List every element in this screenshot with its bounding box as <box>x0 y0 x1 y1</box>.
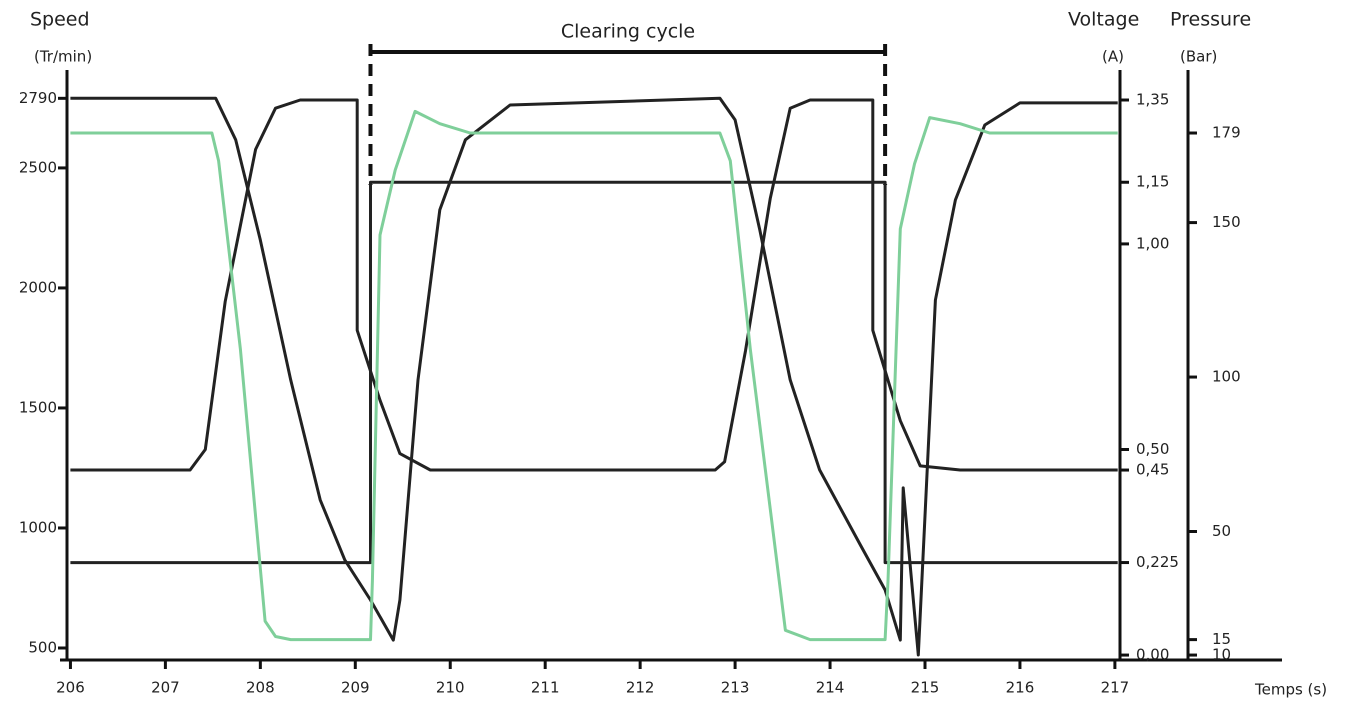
x-tick-label: 210 <box>436 679 465 697</box>
x-tick-label: 215 <box>911 679 940 697</box>
y-tick-label: 1,00 <box>1136 234 1169 252</box>
y-tick-label: 0,00 <box>1136 646 1169 664</box>
y3-axis-title: Pressure <box>1170 9 1251 31</box>
y-axis-title: Speed <box>30 9 90 31</box>
y-tick-label: 2790 <box>19 89 57 107</box>
x-tick-label: 213 <box>721 679 750 697</box>
series-line <box>70 98 1118 472</box>
y-tick-label: 0,225 <box>1136 553 1179 571</box>
series-line <box>70 109 1118 642</box>
x-tick-label: 214 <box>816 679 845 697</box>
y-tick-label: 100 <box>1212 368 1241 386</box>
x-tick-label: 207 <box>151 679 180 697</box>
y-tick-label: 15 <box>1212 630 1231 648</box>
annotation: Clearing cycle <box>561 21 695 43</box>
y-tick-label: 1,35 <box>1136 91 1169 109</box>
y-axis-unit: (Tr/min) <box>34 48 92 66</box>
x-tick-label: 212 <box>626 679 655 697</box>
y-tick-label: 2000 <box>19 278 57 296</box>
y2-axis-title: Voltage <box>1068 9 1139 31</box>
y3-axis-unit: (Bar) <box>1180 48 1217 66</box>
x-tick-label: 216 <box>1006 679 1035 697</box>
y-tick-label: 0,50 <box>1136 440 1169 458</box>
y-tick-label: 0,45 <box>1136 461 1169 479</box>
x-axis-title: Temps (s) <box>1254 681 1327 699</box>
series-line <box>70 180 1118 565</box>
y-tick-label: 10 <box>1212 646 1231 664</box>
y-tick-label: 1000 <box>19 518 57 536</box>
y-tick-label: 2500 <box>19 158 57 176</box>
y2-axis-unit: (A) <box>1102 48 1124 66</box>
y-tick-label: 179 <box>1212 124 1241 142</box>
x-tick-label: 209 <box>341 679 370 697</box>
y-tick-label: 1500 <box>19 398 57 416</box>
y-tick-label: 50 <box>1212 522 1231 540</box>
y-tick-label: 500 <box>28 638 57 656</box>
x-tick-label: 217 <box>1101 679 1130 697</box>
x-tick-label: 211 <box>531 679 560 697</box>
x-tick-label: 208 <box>246 679 275 697</box>
x-tick-label: 206 <box>56 679 85 697</box>
series-line <box>70 96 1118 657</box>
y-tick-label: 150 <box>1212 213 1241 231</box>
y-tick-label: 1,15 <box>1136 173 1169 191</box>
